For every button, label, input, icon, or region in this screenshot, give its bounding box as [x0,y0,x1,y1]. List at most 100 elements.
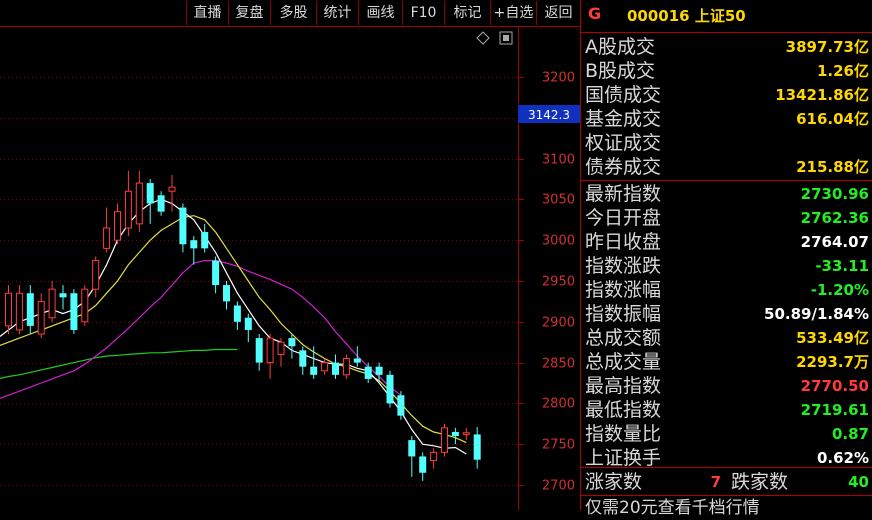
ma-white-line [0,198,467,455]
candle-body [114,211,121,241]
quote-row-value: -1.20% [810,281,869,299]
candle-body [37,300,45,335]
promo-row[interactable]: 仅需20元查看千档行情 [581,497,872,520]
adv-value: 7 [710,473,721,491]
adv-dec-row: 涨家数 7 跌家数 40 [581,471,872,494]
quote-row-value: 50.89/1.84% [764,305,869,323]
price-marker: 3142.3 [518,105,580,123]
quote-row: 总成交量 2293.7万 [581,351,872,374]
candle-body [59,293,67,298]
candle-body [179,207,187,245]
draw-line-button[interactable]: 画线 [358,1,402,25]
quote-row: 最低指数 2719.61 [581,399,872,422]
moving-average-lines [0,198,467,455]
quote-row-label: 债券成交 [585,156,662,178]
price-marker-label: 3142.3 [528,108,570,122]
candle [473,427,481,469]
quote-row-label: 指数量比 [585,423,662,445]
candle-body [342,358,350,376]
top-toolbar: 直播 复盘 多股 统计 画线 F10 标记 +自选 返回 [0,0,580,26]
g-mark: G [588,4,602,23]
quote-row-value: 1.26亿 [816,62,869,80]
candles [5,170,481,481]
quote-row: 最新指数 2730.96 [581,183,872,206]
candle-body [5,292,12,327]
candle [190,236,198,265]
y-tick-label: 3000 [542,234,575,249]
quote-row-value: 2719.61 [800,401,869,419]
quote-row: 今日开盘 2762.36 [581,207,872,230]
diamond-icon[interactable] [476,31,490,45]
quote-row-label: B股成交 [585,60,656,82]
window-toggle-icon[interactable] [499,31,513,45]
candle [364,362,372,383]
y-tick-label: 2850 [542,357,575,372]
candle [70,289,78,335]
quote-row-label: 最新指数 [585,183,662,205]
candle-body [103,227,111,249]
live-button[interactable]: 直播 [186,1,228,25]
candlestick-chart[interactable]: 3200315031003050300029502900285028002750… [0,26,580,510]
y-tick-label: 2750 [542,438,575,453]
quote-row-label: 昨日收盘 [585,231,662,253]
ma-yellow-line [0,215,467,444]
candle [299,346,307,375]
candle [201,223,209,253]
candle [233,301,241,330]
candle-body [451,431,459,437]
section-divider-3 [581,495,872,496]
y-tick-label: 2950 [542,275,575,290]
candle [81,285,89,326]
candle [375,362,383,383]
statistics-button[interactable]: 统计 [316,1,358,25]
candle-body [244,317,252,330]
candle [408,436,416,477]
candle-body [233,305,241,322]
candle [15,285,23,335]
quote-row: 指数涨幅 -1.20% [581,279,872,302]
candle [430,448,438,469]
candle-body [299,350,307,367]
candle-body [92,260,100,290]
mark-button[interactable]: 标记 [444,1,490,25]
candle-body [375,366,383,375]
candle [255,334,263,371]
candle-body [277,341,285,355]
quote-row-label: 指数振幅 [585,303,662,325]
candle-body [223,285,230,302]
candle-body [321,362,329,372]
candle [462,427,470,441]
quote-row: 指数振幅 50.89/1.84% [581,303,872,326]
candle-body [353,358,361,363]
candle [157,191,165,216]
candle [212,256,220,294]
candle [179,203,187,253]
review-button[interactable]: 复盘 [228,1,270,25]
quote-row-value: 2730.96 [800,185,869,203]
candle [397,391,405,420]
quote-row-value: -33.11 [815,257,869,275]
back-button[interactable]: 返回 [536,1,580,25]
ma-green-line [0,348,238,379]
quote-row: 昨日收盘 2764.07 [581,231,872,254]
candle-body [310,366,318,375]
candle-body [124,190,132,229]
candle [419,452,427,481]
candle-body [288,338,296,347]
add-watchlist-button[interactable]: +自选 [490,1,536,25]
quote-row-label: 总成交额 [585,327,662,349]
promo-text[interactable]: 仅需20元查看千档行情 [585,498,760,518]
quote-row-label: 权证成交 [585,132,662,154]
quote-row: 权证成交 [581,132,872,155]
quote-row-label: 总成交量 [585,351,662,373]
candle-body [462,432,470,435]
candle-body [201,232,209,249]
candle-body [332,362,339,375]
f10-button[interactable]: F10 [402,1,444,25]
multi-stock-button[interactable]: 多股 [270,1,316,25]
quote-row-label: 国债成交 [585,84,662,106]
grid-lines [0,77,518,486]
candle [103,207,111,253]
quote-row: 基金成交 616.04亿 [581,108,872,131]
candle [26,285,34,335]
